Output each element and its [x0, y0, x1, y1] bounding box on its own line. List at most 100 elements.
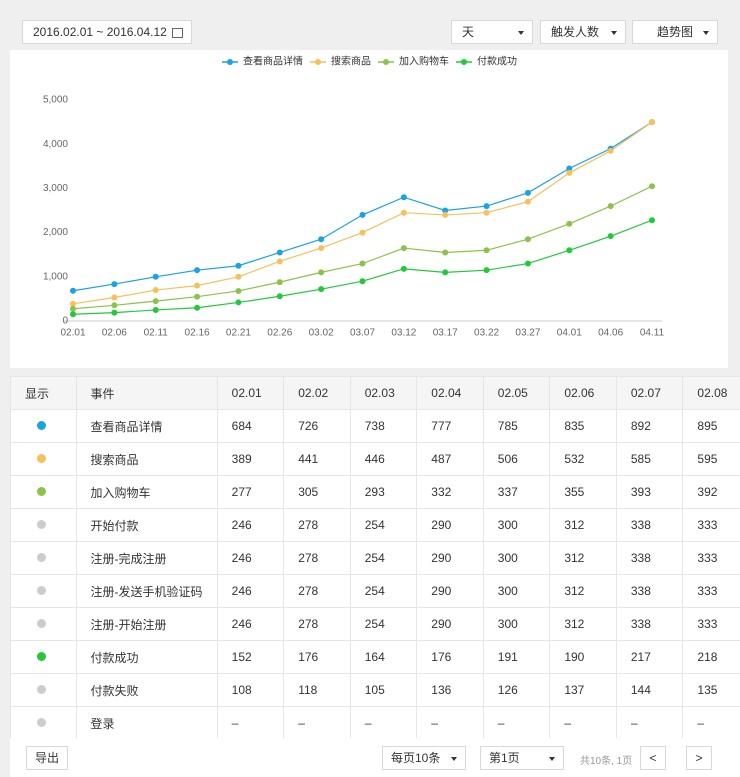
data-point [235, 299, 242, 306]
data-point [111, 281, 118, 288]
value-cell: 532 [549, 442, 617, 476]
data-point [318, 286, 325, 293]
data-point [442, 249, 449, 256]
value-cell: 246 [216, 607, 285, 641]
header-cell: 02.04 [416, 376, 484, 410]
data-point [235, 273, 242, 280]
data-point [359, 278, 366, 285]
series-line [72, 185, 653, 310]
value-cell: 441 [283, 442, 351, 476]
data-point [194, 267, 201, 274]
page-size-select[interactable]: 每页10条 [382, 746, 466, 770]
x-tick-label: 02.01 [60, 328, 85, 339]
event-cell: 付款成功 [75, 640, 218, 674]
data-table: 显示 事件 02.01 02.02 02.03 02.04 02.05 02.06 02.07 0… [10, 376, 740, 740]
value-cell: 144 [615, 673, 684, 707]
footer: 导出 每页10条 第1页 共10条, 1页 < > [10, 738, 740, 777]
value-cell: – [549, 706, 617, 740]
data-point [400, 245, 407, 252]
granularity: 天 [462, 25, 475, 39]
value-cell: 136 [416, 673, 484, 707]
show-cell [10, 508, 77, 542]
value-cell: – [682, 706, 740, 740]
data-point [152, 273, 159, 280]
header-cell: 02.06 [549, 376, 617, 410]
x-tick-label: 02.16 [185, 328, 210, 339]
prev-button[interactable]: < [640, 746, 666, 770]
metric-select[interactable]: 触发人数 [540, 20, 626, 44]
value-cell: 278 [283, 574, 351, 608]
value-cell: 152 [216, 640, 285, 674]
view-select[interactable]: 趋势图 [632, 20, 718, 44]
x-tick-label: 02.21 [226, 328, 251, 339]
value-cell: 246 [216, 508, 285, 542]
value-cell: 684 [216, 409, 285, 443]
value-cell: 290 [416, 607, 484, 641]
value-cell: 337 [482, 475, 551, 509]
view: 趋势图 [657, 25, 694, 39]
show-cell [10, 574, 77, 608]
y-tick-label: 0 [62, 316, 68, 327]
value-cell: 312 [549, 607, 617, 641]
event-cell: 付款失败 [75, 673, 218, 707]
data-point [318, 236, 325, 243]
data-point [318, 245, 325, 252]
data-point [152, 306, 159, 313]
data-point [152, 298, 159, 305]
page-select[interactable]: 第1页 [480, 746, 564, 770]
table-row: 登录 – – – – – – – – [10, 706, 740, 740]
event-cell: 注册-开始注册 [75, 607, 218, 641]
data-point [194, 304, 201, 311]
date-picker[interactable]: 2016.02.01 ~ 2016.04.12 [22, 20, 192, 44]
status-dot [37, 586, 46, 595]
x-tick-label: 03.02 [309, 328, 334, 339]
value-cell: 338 [615, 508, 684, 542]
summary: 共10条, 1页 [580, 756, 633, 767]
data-point [566, 220, 573, 227]
value-cell: 135 [682, 673, 740, 707]
value-cell: 333 [682, 508, 740, 542]
data-point [111, 294, 118, 301]
next-button[interactable]: > [686, 746, 712, 770]
value-cell: 118 [283, 673, 351, 707]
event-cell: 加入购物车 [75, 475, 218, 509]
status-dot [37, 619, 46, 628]
data-point [152, 287, 159, 294]
data-point [400, 194, 407, 201]
value-cell: 176 [416, 640, 484, 674]
data-point [649, 217, 655, 224]
data-point [276, 293, 283, 300]
value-cell: 191 [482, 640, 551, 674]
value-cell: 312 [549, 541, 617, 575]
event-cell: 查看商品详情 [75, 409, 218, 443]
header-cell: 02.07 [615, 376, 684, 410]
value-cell: 300 [482, 508, 551, 542]
value-cell: 895 [682, 409, 740, 443]
x-tick-label: 02.06 [102, 328, 127, 339]
value-cell: 254 [349, 541, 418, 575]
show-cell [10, 640, 77, 674]
granularity-select[interactable]: 天 [451, 20, 533, 44]
metric: 触发人数 [551, 25, 600, 39]
header-cell: 显示 [10, 376, 77, 410]
y-tick-label: 3,000 [43, 183, 68, 194]
value-cell: – [349, 706, 418, 740]
show-cell [10, 409, 77, 443]
data-point [70, 305, 76, 312]
status-dot [37, 652, 46, 661]
value-cell: 785 [482, 409, 551, 443]
legend-label: 搜索商品 [331, 55, 371, 68]
legend-dot [461, 59, 467, 65]
x-tick-label: 03.17 [433, 328, 458, 339]
y-tick-label: 1,000 [43, 271, 68, 282]
data-point [483, 209, 490, 216]
export-button[interactable]: 导出 [26, 746, 69, 770]
header-cell: 02.05 [482, 376, 551, 410]
show-cell [10, 607, 77, 641]
show-cell [10, 442, 77, 476]
value-cell: 835 [549, 409, 617, 443]
chart: 0 1,000 2,000 3,000 4,000 5,000 02.01 02.06 02.1… [43, 55, 665, 339]
table-row: 注册-开始注册 246 278 254 290 300 312 338 333 [10, 607, 740, 641]
table-row: 付款成功 152 176 164 176 191 190 217 218 [10, 640, 740, 674]
value-cell: 254 [349, 607, 418, 641]
